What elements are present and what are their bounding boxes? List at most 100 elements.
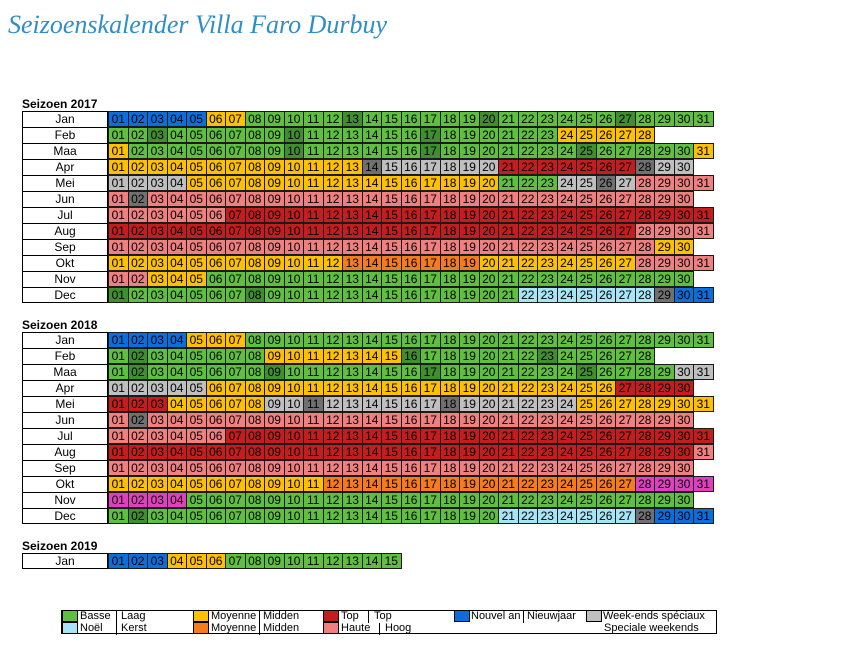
- day-cell: 12: [322, 508, 343, 524]
- day-cell: 06: [205, 444, 226, 460]
- day-cell: 12: [322, 111, 343, 127]
- day-cell: 31: [693, 476, 714, 492]
- day-cell: 15: [381, 396, 402, 412]
- day-cell: 12: [322, 127, 343, 143]
- day-cell: 09: [264, 207, 285, 223]
- day-cell: 10: [283, 348, 304, 364]
- day-cell: 08: [244, 508, 265, 524]
- day-cell: 18: [439, 348, 460, 364]
- day-cell: 02: [127, 287, 148, 303]
- day-cell: 04: [166, 332, 187, 348]
- day-cell: 08: [244, 553, 265, 569]
- day-cell: 19: [459, 223, 480, 239]
- day-cell: 24: [556, 492, 577, 508]
- day-cell: 14: [361, 207, 382, 223]
- day-cell: 11: [303, 239, 324, 255]
- day-cell: 30: [673, 255, 694, 271]
- day-cell: 09: [264, 127, 285, 143]
- day-cell: 29: [654, 460, 675, 476]
- day-cell: 04: [166, 127, 187, 143]
- legend-top: Top: [341, 610, 359, 622]
- day-cell: 08: [244, 143, 265, 159]
- day-cell: 31: [693, 287, 714, 303]
- day-cell: 02: [127, 127, 148, 143]
- day-cell: 27: [615, 460, 636, 476]
- day-cell: 16: [400, 396, 421, 412]
- day-cell: 07: [225, 127, 246, 143]
- day-cell: 25: [576, 287, 597, 303]
- day-cell: 01: [108, 175, 129, 191]
- day-cell: 06: [205, 460, 226, 476]
- day-cell: 04: [166, 460, 187, 476]
- day-cell: 17: [420, 239, 441, 255]
- day-cell: 14: [361, 508, 382, 524]
- day-cell: 24: [556, 159, 577, 175]
- day-cell: 05: [186, 476, 207, 492]
- month-row-feb: Feb 01 02 03 04 05 06 07 08 09 10 11 12 13 14 15 16 17 18 1…: [22, 127, 714, 143]
- day-cell: 22: [517, 223, 538, 239]
- day-cell: 11: [303, 191, 324, 207]
- day-cell: 24: [556, 143, 577, 159]
- day-cell: 14: [361, 412, 382, 428]
- day-cell: 17: [420, 111, 441, 127]
- day-cell: 22: [517, 348, 538, 364]
- day-cell: 20: [478, 175, 499, 191]
- day-cell: 07: [225, 460, 246, 476]
- day-cell: 01: [108, 111, 129, 127]
- day-cell: 25: [576, 476, 597, 492]
- day-cell: 21: [498, 239, 519, 255]
- day-cell: 17: [420, 444, 441, 460]
- day-cell: 18: [439, 444, 460, 460]
- day-cell: 20: [478, 223, 499, 239]
- day-cell: 18: [439, 412, 460, 428]
- day-cell: 08: [244, 428, 265, 444]
- day-cell: 09: [264, 271, 285, 287]
- legend-noel: Noël: [80, 622, 103, 634]
- day-cell: 22: [517, 332, 538, 348]
- day-cell: 12: [322, 191, 343, 207]
- day-cell: 11: [303, 207, 324, 223]
- day-cell: 02: [127, 191, 148, 207]
- day-cell: 26: [595, 175, 616, 191]
- day-cell: 04: [166, 111, 187, 127]
- day-cell: 20: [478, 207, 499, 223]
- day-cell: 20: [478, 412, 499, 428]
- day-cell: 14: [361, 223, 382, 239]
- day-cell: 07: [225, 444, 246, 460]
- day-cell: 02: [127, 380, 148, 396]
- day-cell: 22: [517, 412, 538, 428]
- day-cell: 17: [420, 332, 441, 348]
- day-cell: 25: [576, 444, 597, 460]
- day-cell: 16: [400, 159, 421, 175]
- day-cell: 30: [673, 287, 694, 303]
- day-cell: 15: [381, 239, 402, 255]
- day-cell: 03: [147, 127, 168, 143]
- day-cell: 03: [147, 428, 168, 444]
- day-cell: 16: [400, 191, 421, 207]
- day-cell: 02: [127, 508, 148, 524]
- legend-swatch-moyenne: [193, 610, 209, 622]
- day-cell: 13: [342, 287, 363, 303]
- day-cell: 11: [303, 412, 324, 428]
- day-cell: 05: [186, 428, 207, 444]
- day-cell: 13: [342, 508, 363, 524]
- day-cell: 19: [459, 207, 480, 223]
- day-cell: 29: [654, 175, 675, 191]
- page-title: Seizoenskalender Villa Faro Durbuy: [8, 10, 388, 39]
- day-cell: 28: [634, 143, 655, 159]
- day-cell: 06: [205, 492, 226, 508]
- day-cell: 24: [556, 207, 577, 223]
- day-cell: 01: [108, 191, 129, 207]
- day-cell: 29: [654, 332, 675, 348]
- day-cell: 23: [537, 191, 558, 207]
- day-cell: 22: [517, 143, 538, 159]
- day-cell: 13: [342, 207, 363, 223]
- day-cell: 24: [556, 364, 577, 380]
- day-cell: 09: [264, 476, 285, 492]
- day-cell: 04: [166, 159, 187, 175]
- day-cell: 09: [264, 444, 285, 460]
- day-cell: 26: [595, 159, 616, 175]
- day-cell: 07: [225, 476, 246, 492]
- day-cell: 18: [439, 508, 460, 524]
- day-cell: 19: [459, 380, 480, 396]
